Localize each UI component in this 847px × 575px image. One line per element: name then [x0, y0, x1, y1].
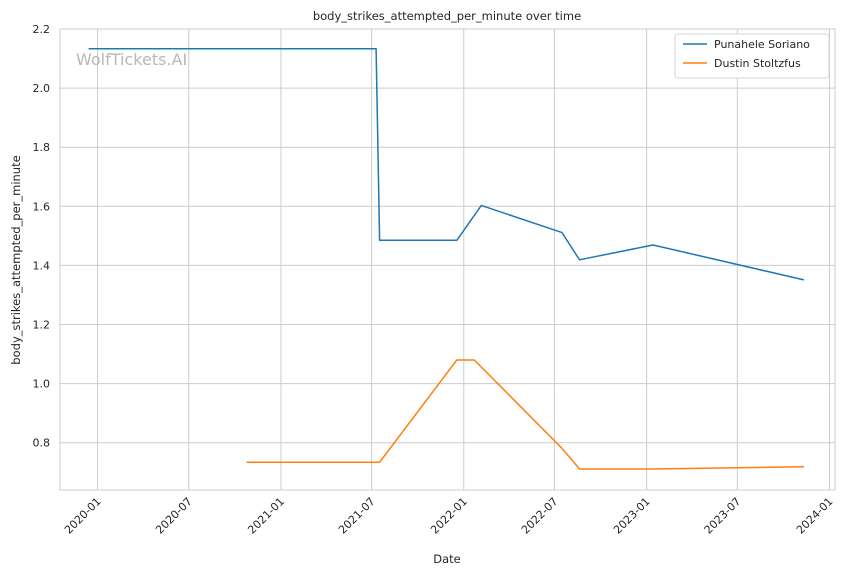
legend: Punahele Soriano Dustin Stoltzfus [674, 33, 830, 79]
y-tick-label: 1.0 [33, 378, 51, 391]
legend-label: Punahele Soriano [714, 38, 810, 51]
y-tick-label: 0.8 [33, 437, 51, 450]
y-tick-label: 2.2 [33, 23, 51, 36]
series-line-1 [88, 48, 805, 281]
y-tick-label: 1.4 [33, 259, 51, 272]
x-axis-label: Date [433, 552, 461, 566]
watermark: WolfTickets.AI [76, 50, 187, 69]
y-axis-label: body_strikes_attempted_per_minute [9, 155, 23, 364]
legend-label: Dustin Stoltzfus [714, 57, 801, 70]
y-tick-label: 1.6 [33, 200, 51, 213]
y-axis: 0.8 1.0 1.2 1.4 1.6 1.8 2.0 2.2 [33, 23, 51, 450]
plot-frame [59, 28, 836, 491]
series-layer [88, 48, 805, 470]
chart-title: body_strikes_attempted_per_minute over t… [313, 9, 581, 23]
y-tick-label: 1.8 [33, 141, 51, 154]
series-line-2 [246, 359, 804, 470]
y-tick-label: 1.2 [33, 319, 51, 332]
legend-box [674, 33, 830, 79]
y-tick-label: 2.0 [33, 82, 51, 95]
